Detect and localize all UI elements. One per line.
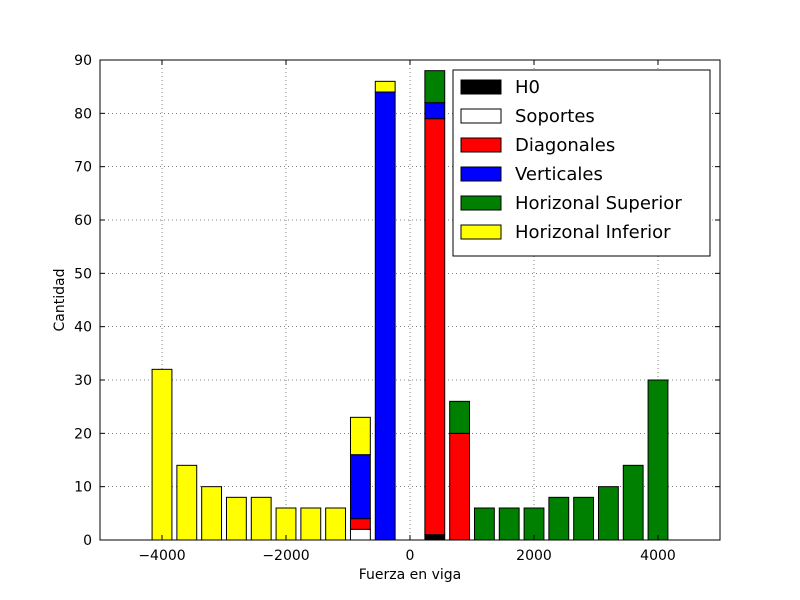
legend-swatch <box>460 108 502 124</box>
y-tick-label: 40 <box>74 320 92 336</box>
bar-segment <box>597 486 619 541</box>
legend-label: H0 <box>515 77 540 98</box>
bar-segment <box>300 507 322 541</box>
x-axis-label: Fuerza en viga <box>359 567 461 583</box>
y-tick-label: 80 <box>74 106 92 122</box>
bar-segment <box>424 534 446 541</box>
bar-segment <box>374 91 396 541</box>
bar-segment <box>449 432 471 541</box>
bar-segment <box>349 518 371 530</box>
bar-segment <box>573 496 595 541</box>
legend-label: Horizonal Superior <box>515 193 682 214</box>
legend-swatch <box>460 166 502 182</box>
bar-segment <box>498 507 520 541</box>
legend-label: Verticales <box>515 164 603 185</box>
bar-segment <box>250 496 272 541</box>
y-tick-label: 0 <box>83 533 92 549</box>
x-tick-label: 4000 <box>640 548 676 564</box>
bar-segment <box>424 70 446 104</box>
bar-segment <box>473 507 495 541</box>
y-tick-label: 60 <box>74 213 92 229</box>
axis-ticks: −4000 −2000 0 2000 4000 0 10 20 30 40 50 60 70 80 90 <box>74 53 720 564</box>
y-tick-label: 10 <box>74 480 92 496</box>
bar-segment <box>325 507 347 541</box>
legend-swatch <box>460 195 502 211</box>
bar-segment <box>424 118 446 536</box>
bar-segment <box>349 528 371 541</box>
y-tick-label: 50 <box>74 266 92 282</box>
x-tick-label: −2000 <box>262 548 309 564</box>
bar-segment <box>176 464 198 541</box>
legend-label: Diagonales <box>515 135 615 156</box>
y-tick-label: 30 <box>74 373 92 389</box>
x-tick-label: 2000 <box>516 548 552 564</box>
bar-segment <box>424 102 446 120</box>
legend-swatch <box>460 137 502 153</box>
bar-segment <box>548 496 570 541</box>
legend-swatch <box>460 224 502 240</box>
legend: H0 Soportes Diagonales Verticales Horizonal … <box>452 69 711 257</box>
y-tick-label: 70 <box>74 160 92 176</box>
bar-segment <box>349 454 371 520</box>
bar-segment <box>225 496 247 541</box>
legend-swatch <box>460 79 502 95</box>
bar-segment <box>374 80 396 93</box>
bar-segment <box>151 368 173 541</box>
y-tick-label: 20 <box>74 426 92 442</box>
bar-segment <box>349 416 371 456</box>
x-tick-label: −4000 <box>138 548 185 564</box>
bar-segment <box>647 379 669 541</box>
legend-label: Horizonal Inferior <box>515 222 671 243</box>
y-tick-label: 90 <box>74 53 92 69</box>
bar-segment <box>622 464 644 541</box>
bars <box>151 70 669 541</box>
legend-label: Soportes <box>515 106 595 127</box>
bar-segment <box>201 486 223 541</box>
bar-segment <box>449 400 471 434</box>
x-tick-label: 0 <box>406 548 415 564</box>
y-axis-label: Cantidad <box>52 269 68 332</box>
